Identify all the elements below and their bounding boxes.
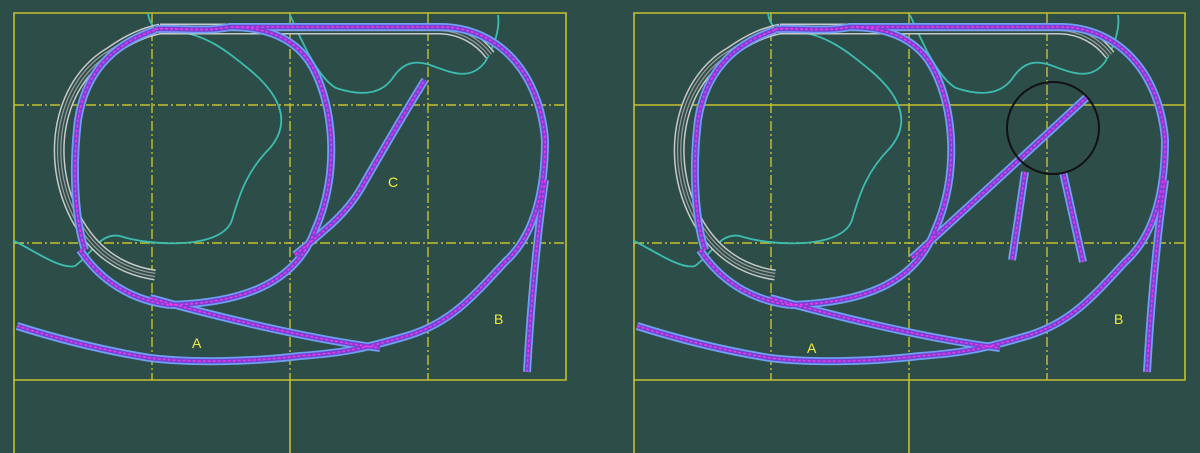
layout-grid bbox=[13, 12, 567, 453]
label-b: B bbox=[1114, 311, 1123, 327]
label-a: A bbox=[807, 340, 817, 356]
layout-grid bbox=[633, 12, 1186, 453]
label-b: B bbox=[494, 311, 503, 327]
panel-before: A B C bbox=[13, 12, 567, 453]
turntable-circle bbox=[1006, 81, 1100, 175]
main-track bbox=[17, 27, 545, 372]
main-track bbox=[637, 27, 1165, 372]
panel-after: A B bbox=[633, 12, 1186, 453]
label-c: C bbox=[388, 174, 398, 190]
label-a: A bbox=[192, 335, 202, 351]
